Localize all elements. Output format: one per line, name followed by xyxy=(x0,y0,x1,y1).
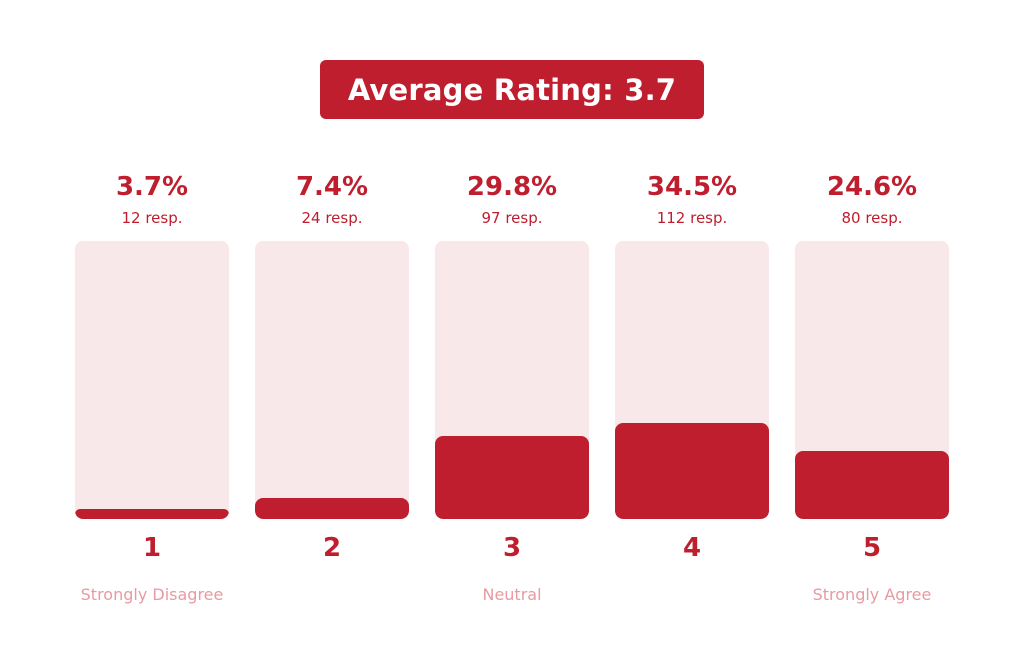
bar-track xyxy=(75,241,229,519)
scale-label: Strongly Disagree xyxy=(80,585,224,604)
rating-number: 1 xyxy=(142,533,162,563)
scale-label: Strongly Agree xyxy=(812,585,932,604)
percent-label: 3.7% xyxy=(115,172,189,202)
percent-label: 34.5% xyxy=(646,172,738,202)
average-rating-title: Average Rating: 3.7 xyxy=(320,60,704,119)
rating-column-4: 34.5% 112 resp. 4 xyxy=(615,0,769,666)
rating-column-1: 3.7% 12 resp. 1 Strongly Disagree xyxy=(75,0,229,666)
bar xyxy=(615,423,769,519)
bar xyxy=(795,451,949,519)
percent-label: 29.8% xyxy=(466,172,558,202)
bar-track xyxy=(795,241,949,519)
response-count-label: 112 resp. xyxy=(656,209,728,227)
rating-column-3: 29.8% 97 resp. 3 Neutral xyxy=(435,0,589,666)
bar xyxy=(75,509,229,519)
bar xyxy=(255,498,409,519)
percent-label: 7.4% xyxy=(295,172,369,202)
response-count-label: 12 resp. xyxy=(121,209,183,227)
rating-column-2: 7.4% 24 resp. 2 xyxy=(255,0,409,666)
bar-track xyxy=(615,241,769,519)
percent-label: 24.6% xyxy=(826,172,918,202)
rating-number: 2 xyxy=(322,533,342,563)
rating-number: 3 xyxy=(502,533,522,563)
rating-number: 4 xyxy=(682,533,702,563)
bar-track xyxy=(435,241,589,519)
response-count-label: 24 resp. xyxy=(301,209,363,227)
rating-column-5: 24.6% 80 resp. 5 Strongly Agree xyxy=(795,0,949,666)
response-count-label: 80 resp. xyxy=(841,209,903,227)
rating-number: 5 xyxy=(862,533,882,563)
scale-label: Neutral xyxy=(482,585,542,604)
bar xyxy=(435,436,589,519)
response-count-label: 97 resp. xyxy=(481,209,543,227)
bar-track xyxy=(255,241,409,519)
